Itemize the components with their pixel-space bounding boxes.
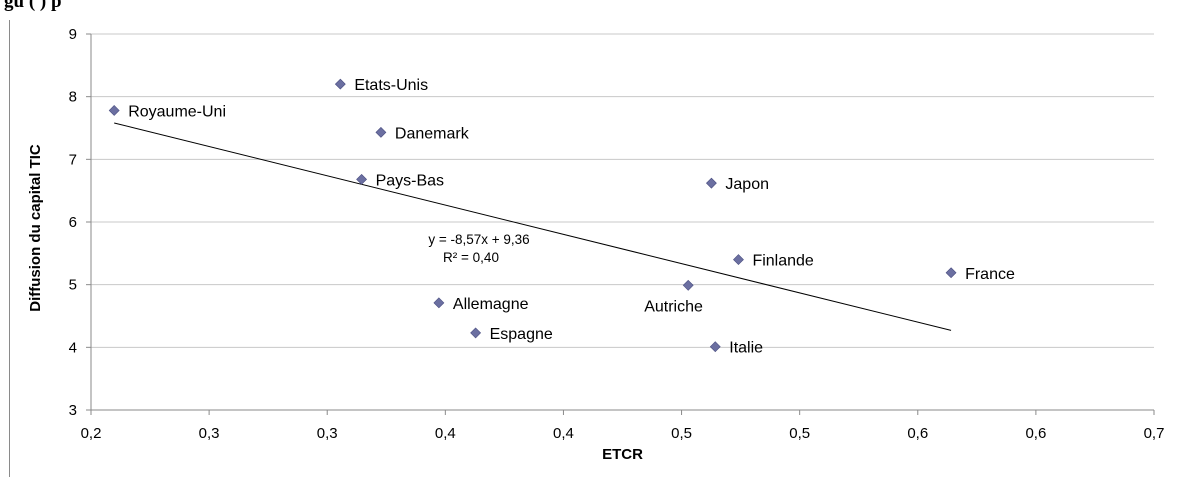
trendline-group (114, 122, 952, 331)
data-point (433, 297, 445, 309)
data-label: France (965, 266, 1015, 283)
x-tick-label: 0,6 (1025, 425, 1046, 442)
data-point (709, 341, 721, 353)
data-point (108, 105, 120, 116)
data-label: Danemark (395, 125, 470, 142)
data-point (375, 126, 387, 138)
data-label: Autriche (644, 298, 703, 315)
data-point (470, 327, 482, 339)
y-tick-label: 3 (69, 402, 77, 419)
data-points (108, 78, 957, 353)
y-axis-title: Diffusion du capital TIC (27, 144, 44, 312)
caption-text: gu ( ) p (4, 0, 62, 12)
x-tick-label: 0,4 (435, 425, 456, 442)
data-point (705, 177, 717, 189)
data-point (356, 173, 368, 185)
data-point (682, 279, 694, 291)
data-point (945, 267, 957, 279)
trendline (114, 122, 952, 331)
x-tick-label: 0,3 (317, 425, 338, 442)
y-tick-label: 4 (69, 339, 77, 356)
gridlines (91, 33, 1154, 348)
data-label: Pays-Bas (376, 172, 444, 189)
data-label: Etats-Unis (354, 77, 428, 94)
data-label: Finlande (752, 253, 813, 270)
trendline-r-squared: R² = 0,40 (443, 250, 499, 265)
trendline-equation: y = -8,57x + 9,36 (428, 232, 529, 247)
data-label: Royaume-Uni (128, 103, 226, 120)
data-label: Japon (725, 176, 769, 193)
x-tick-label: 0,5 (789, 425, 810, 442)
y-tick-label: 9 (69, 26, 77, 43)
y-tick-label: 6 (69, 214, 77, 231)
point-labels: Royaume-Uni Etats-Unis Danemark Pays-Bas Jap… (128, 77, 1015, 357)
chart-frame (9, 20, 1198, 477)
x-tick-label: 0,4 (553, 425, 574, 442)
x-tick-label: 0,2 (81, 425, 102, 442)
data-label: Italie (729, 340, 763, 357)
y-tick-label: 8 (69, 89, 77, 106)
axes: 3 4 5 6 7 8 9 0,2 0,3 0,3 0,4 0,4 0,5 0,5 0,6 0,6 0,7 (69, 26, 1165, 442)
figure-caption: gu ( ) p (0, 0, 1198, 20)
data-point (334, 78, 346, 90)
x-tick-label: 0,7 (1144, 425, 1165, 442)
data-point (733, 254, 744, 266)
x-axis-title: ETCR (602, 446, 643, 463)
x-tick-label: 0,3 (199, 425, 220, 442)
x-tick-label: 0,6 (907, 425, 928, 442)
data-label: Allemagne (453, 296, 529, 313)
data-label: Espagne (490, 326, 553, 343)
y-tick-label: 5 (69, 277, 77, 294)
x-tick-label: 0,5 (671, 425, 692, 442)
y-tick-label: 7 (69, 151, 77, 168)
